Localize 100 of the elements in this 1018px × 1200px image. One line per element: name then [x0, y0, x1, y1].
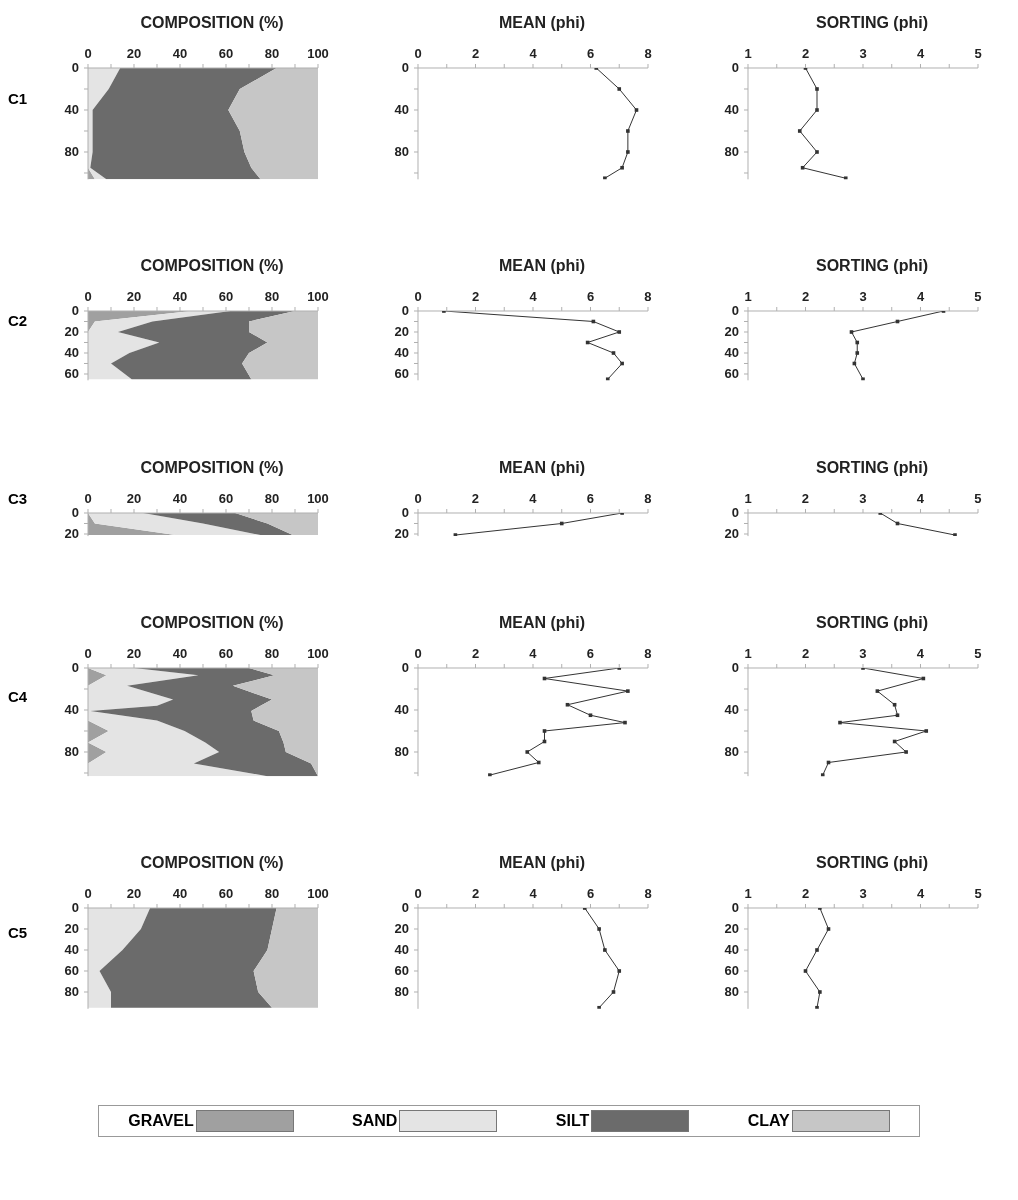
y-tick-label: 20 [724, 525, 740, 541]
x-tick-label: 60 [218, 490, 234, 506]
x-tick-label: 80 [264, 885, 280, 901]
x-tick-label: 2 [801, 645, 810, 661]
x-tick-label: 100 [307, 490, 329, 506]
y-tick-label: 40 [724, 701, 740, 717]
y-tick-label: 40 [64, 701, 80, 717]
y-tick-label: 0 [401, 60, 409, 75]
x-tick-label: 2 [471, 46, 480, 61]
x-tick-label: 3 [859, 885, 867, 901]
y-tick-label: 60 [724, 366, 739, 382]
y-tick-label: 0 [731, 303, 739, 319]
x-tick-label: 80 [264, 289, 280, 305]
x-tick-label: 40 [172, 490, 188, 506]
text: C4 [8, 687, 29, 705]
y-tick-label: 40 [64, 345, 79, 361]
x-tick-label: 6 [586, 885, 595, 901]
x-tick-label: 0 [414, 46, 422, 61]
x-tick-label: 4 [916, 645, 925, 661]
x-tick-label: 5 [974, 885, 982, 901]
text: GRAVEL [128, 1111, 194, 1130]
y-tick-label: 40 [394, 102, 409, 117]
chart-title: MEAN (phi) [497, 14, 587, 33]
x-tick-label: 4 [529, 289, 538, 305]
x-tick-label: 0 [84, 46, 92, 61]
y-tick-label: 0 [731, 60, 739, 75]
x-tick-label: 80 [264, 490, 280, 506]
y-tick-label: 60 [64, 366, 79, 382]
text: SILT [555, 1111, 590, 1130]
x-tick-label: 5 [974, 645, 982, 661]
x-tick-label: 20 [126, 46, 142, 61]
x-tick-label: 0 [414, 490, 422, 506]
y-tick-label: 40 [724, 102, 739, 117]
x-tick-label: 4 [529, 46, 538, 61]
x-tick-label: 60 [218, 289, 234, 305]
x-tick-label: 4 [529, 490, 538, 506]
chart-title: MEAN (phi) [497, 853, 587, 873]
y-tick-label: 80 [724, 983, 739, 999]
chart-title: SORTING (phi) [815, 613, 929, 633]
x-tick-label: 8 [644, 490, 652, 506]
y-tick-label: 80 [394, 144, 409, 159]
y-tick-label: 40 [394, 701, 410, 717]
x-tick-label: 80 [264, 46, 280, 61]
y-tick-label: 80 [394, 743, 410, 759]
text: C2 [8, 311, 29, 329]
y-tick-label: 40 [724, 345, 739, 361]
chart-title: SORTING (phi) [815, 14, 929, 33]
x-tick-label: 1 [744, 645, 752, 661]
x-tick-label: 2 [801, 490, 810, 506]
text: SAND [352, 1111, 398, 1130]
x-tick-label: 2 [471, 490, 480, 506]
chart-title: COMPOSITION (%) [139, 613, 285, 633]
x-tick-label: 2 [471, 645, 480, 661]
x-tick-label: 100 [307, 289, 329, 305]
x-tick-label: 0 [414, 645, 422, 661]
x-tick-label: 40 [172, 885, 188, 901]
y-tick-label: 0 [71, 899, 79, 915]
x-tick-label: 0 [84, 645, 92, 661]
y-tick-label: 60 [394, 962, 409, 978]
chart-title: MEAN (phi) [497, 613, 587, 633]
y-tick-label: 0 [71, 303, 79, 319]
x-tick-label: 40 [172, 645, 188, 661]
chart-title: SORTING (phi) [815, 853, 929, 873]
y-tick-label: 80 [394, 983, 409, 999]
x-tick-label: 5 [974, 289, 982, 305]
y-tick-label: 20 [64, 324, 79, 340]
x-tick-label: 8 [644, 46, 652, 61]
x-tick-label: 60 [218, 645, 234, 661]
x-tick-label: 80 [264, 645, 280, 661]
text: C5 [8, 924, 29, 942]
x-tick-label: 3 [859, 490, 867, 506]
x-tick-label: 20 [126, 490, 142, 506]
x-tick-label: 1 [744, 490, 752, 506]
x-tick-label: 5 [974, 490, 982, 506]
x-tick-label: 3 [859, 289, 867, 305]
x-tick-label: 4 [916, 490, 925, 506]
chart-title: COMPOSITION (%) [139, 257, 285, 277]
x-tick-label: 100 [307, 46, 329, 61]
x-tick-label: 4 [916, 46, 925, 61]
x-tick-label: 2 [471, 289, 480, 305]
y-tick-label: 0 [71, 504, 80, 520]
x-tick-label: 1 [744, 46, 752, 61]
x-tick-label: 0 [414, 289, 422, 305]
x-tick-label: 6 [586, 645, 595, 661]
y-tick-label: 0 [731, 504, 740, 520]
y-tick-label: 0 [401, 504, 410, 520]
x-tick-label: 3 [859, 645, 867, 661]
x-tick-label: 6 [586, 490, 595, 506]
x-tick-label: 0 [84, 490, 92, 506]
x-tick-label: 1 [744, 885, 752, 901]
text: C1 [8, 89, 29, 107]
y-tick-label: 40 [64, 941, 79, 957]
y-tick-label: 0 [731, 659, 740, 675]
x-tick-label: 20 [126, 289, 142, 305]
y-tick-label: 60 [724, 962, 739, 978]
x-tick-label: 8 [644, 885, 652, 901]
x-tick-label: 3 [859, 46, 867, 61]
y-tick-label: 20 [394, 920, 409, 936]
x-tick-label: 8 [644, 645, 652, 661]
x-tick-label: 60 [218, 885, 234, 901]
